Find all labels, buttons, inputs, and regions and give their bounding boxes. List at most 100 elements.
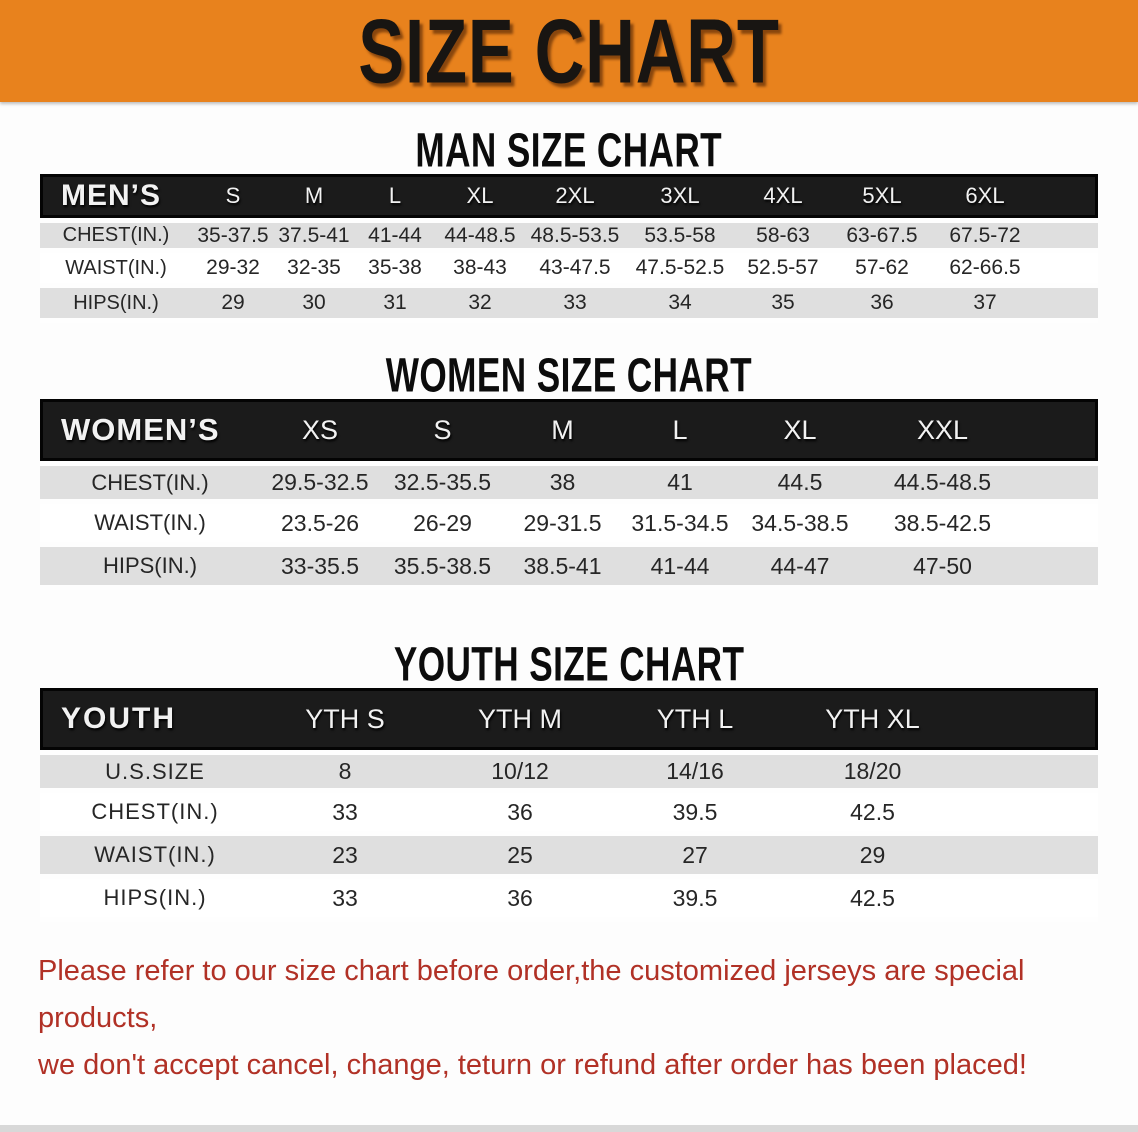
column-header: 6XL bbox=[932, 174, 1038, 218]
table-row: CHEST(IN.) 33 36 39.5 42.5 bbox=[40, 793, 1098, 836]
cell: 35-37.5 bbox=[192, 218, 274, 253]
cell: 38.5-42.5 bbox=[860, 504, 1025, 547]
cell: 10/12 bbox=[420, 750, 620, 793]
cell: 35.5-38.5 bbox=[380, 547, 505, 590]
bottom-strip bbox=[0, 1125, 1138, 1132]
cell: 14/16 bbox=[620, 750, 770, 793]
filler-cell bbox=[975, 793, 1098, 836]
row-label: HIPS(IN.) bbox=[40, 879, 270, 922]
cell: 30 bbox=[274, 288, 354, 323]
column-header: 4XL bbox=[734, 174, 832, 218]
cell: 34.5-38.5 bbox=[740, 504, 860, 547]
cell: 63-67.5 bbox=[832, 218, 932, 253]
row-label: CHEST(IN.) bbox=[40, 793, 270, 836]
row-label: WAIST(IN.) bbox=[40, 504, 260, 547]
women-section-heading: WOMEN SIZE CHART bbox=[0, 348, 1138, 403]
cell: 48.5-53.5 bbox=[524, 218, 626, 253]
cell: 35 bbox=[734, 288, 832, 323]
cell: 23 bbox=[270, 836, 420, 879]
row-label: HIPS(IN.) bbox=[40, 288, 192, 323]
cell: 31 bbox=[354, 288, 436, 323]
cell: 39.5 bbox=[620, 879, 770, 922]
row-label: WAIST(IN.) bbox=[40, 253, 192, 288]
column-header: 2XL bbox=[524, 174, 626, 218]
cell: 47.5-52.5 bbox=[626, 253, 734, 288]
filler-cell bbox=[1025, 399, 1098, 461]
column-header: YTH S bbox=[270, 688, 420, 750]
column-header: 3XL bbox=[626, 174, 734, 218]
youth-section-heading: YOUTH SIZE CHART bbox=[0, 637, 1138, 692]
footer-note-line2: we don't accept cancel, change, teturn o… bbox=[38, 1049, 1027, 1081]
table-row: U.S.SIZE 8 10/12 14/16 18/20 bbox=[40, 750, 1098, 793]
cell: 43-47.5 bbox=[524, 253, 626, 288]
cell: 36 bbox=[420, 879, 620, 922]
column-header: XL bbox=[436, 174, 524, 218]
table-row: WAIST(IN.) 23 25 27 29 bbox=[40, 836, 1098, 879]
men-size-table: MEN’S S M L XL 2XL 3XL 4XL 5XL 6XL CHEST(IN.) 35-37… bbox=[40, 174, 1098, 323]
filler-cell bbox=[1025, 547, 1098, 590]
banner: SIZE CHART bbox=[0, 0, 1138, 102]
cell: 38-43 bbox=[436, 253, 524, 288]
column-header: L bbox=[354, 174, 436, 218]
filler-cell bbox=[1038, 253, 1098, 288]
cell: 36 bbox=[420, 793, 620, 836]
cell: 29-32 bbox=[192, 253, 274, 288]
youth-size-table: YOUTH YTH S YTH M YTH L YTH XL U.S.SIZE 8 10/12… bbox=[40, 688, 1098, 922]
cell: 29.5-32.5 bbox=[260, 461, 380, 504]
cell: 27 bbox=[620, 836, 770, 879]
cell: 57-62 bbox=[832, 253, 932, 288]
cell: 32.5-35.5 bbox=[380, 461, 505, 504]
cell: 34 bbox=[626, 288, 734, 323]
cell: 32-35 bbox=[274, 253, 354, 288]
cell: 41-44 bbox=[620, 547, 740, 590]
man-section-heading-text: MAN SIZE CHART bbox=[415, 123, 723, 178]
cell: 44-48.5 bbox=[436, 218, 524, 253]
cell: 29-31.5 bbox=[505, 504, 620, 547]
filler-cell bbox=[1038, 288, 1098, 323]
header-row: MEN’S S M L XL 2XL 3XL 4XL 5XL 6XL bbox=[40, 174, 1098, 218]
cell: 42.5 bbox=[770, 879, 975, 922]
table-title-cell: MEN’S bbox=[40, 174, 192, 218]
filler-cell bbox=[1038, 174, 1098, 218]
cell: 47-50 bbox=[860, 547, 1025, 590]
women-section-heading-text: WOMEN SIZE CHART bbox=[385, 348, 753, 403]
footer-note: Please refer to our size chart before or… bbox=[38, 948, 1100, 1089]
column-header: 5XL bbox=[832, 174, 932, 218]
table-row: WAIST(IN.) 29-32 32-35 35-38 38-43 43-47.5 47.… bbox=[40, 253, 1098, 288]
cell: 38 bbox=[505, 461, 620, 504]
table-row: CHEST(IN.) 29.5-32.5 32.5-35.5 38 41 44.5 44.5… bbox=[40, 461, 1098, 504]
table-row: HIPS(IN.) 29 30 31 32 33 34 35 36 37 bbox=[40, 288, 1098, 323]
column-header: YTH L bbox=[620, 688, 770, 750]
cell: 33 bbox=[270, 793, 420, 836]
header-row: WOMEN’S XS S M L XL XXL bbox=[40, 399, 1098, 461]
filler-cell bbox=[975, 750, 1098, 793]
table-row: HIPS(IN.) 33 36 39.5 42.5 bbox=[40, 879, 1098, 922]
cell: 33 bbox=[524, 288, 626, 323]
table-row: CHEST(IN.) 35-37.5 37.5-41 41-44 44-48.5 48.5… bbox=[40, 218, 1098, 253]
column-header: XL bbox=[740, 399, 860, 461]
column-header: S bbox=[192, 174, 274, 218]
row-label: U.S.SIZE bbox=[40, 750, 270, 793]
cell: 44-47 bbox=[740, 547, 860, 590]
cell: 29 bbox=[192, 288, 274, 323]
cell: 62-66.5 bbox=[932, 253, 1038, 288]
women-size-table: WOMEN’S XS S M L XL XXL CHEST(IN.) 29.5-32.5 32.5… bbox=[40, 399, 1098, 590]
table-title-cell: YOUTH bbox=[40, 688, 270, 750]
cell: 32 bbox=[436, 288, 524, 323]
table-row: WAIST(IN.) 23.5-26 26-29 29-31.5 31.5-34.5 34… bbox=[40, 504, 1098, 547]
row-label: WAIST(IN.) bbox=[40, 836, 270, 879]
row-label: CHEST(IN.) bbox=[40, 218, 192, 253]
header-row: YOUTH YTH S YTH M YTH L YTH XL bbox=[40, 688, 1098, 750]
column-header: XS bbox=[260, 399, 380, 461]
cell: 31.5-34.5 bbox=[620, 504, 740, 547]
man-section-heading: MAN SIZE CHART bbox=[0, 123, 1138, 178]
youth-section-heading-text: YOUTH SIZE CHART bbox=[393, 637, 745, 692]
cell: 37.5-41 bbox=[274, 218, 354, 253]
banner-title: SIZE CHART bbox=[358, 0, 780, 102]
column-header: YTH M bbox=[420, 688, 620, 750]
cell: 41 bbox=[620, 461, 740, 504]
filler-cell bbox=[975, 879, 1098, 922]
cell: 58-63 bbox=[734, 218, 832, 253]
cell: 42.5 bbox=[770, 793, 975, 836]
